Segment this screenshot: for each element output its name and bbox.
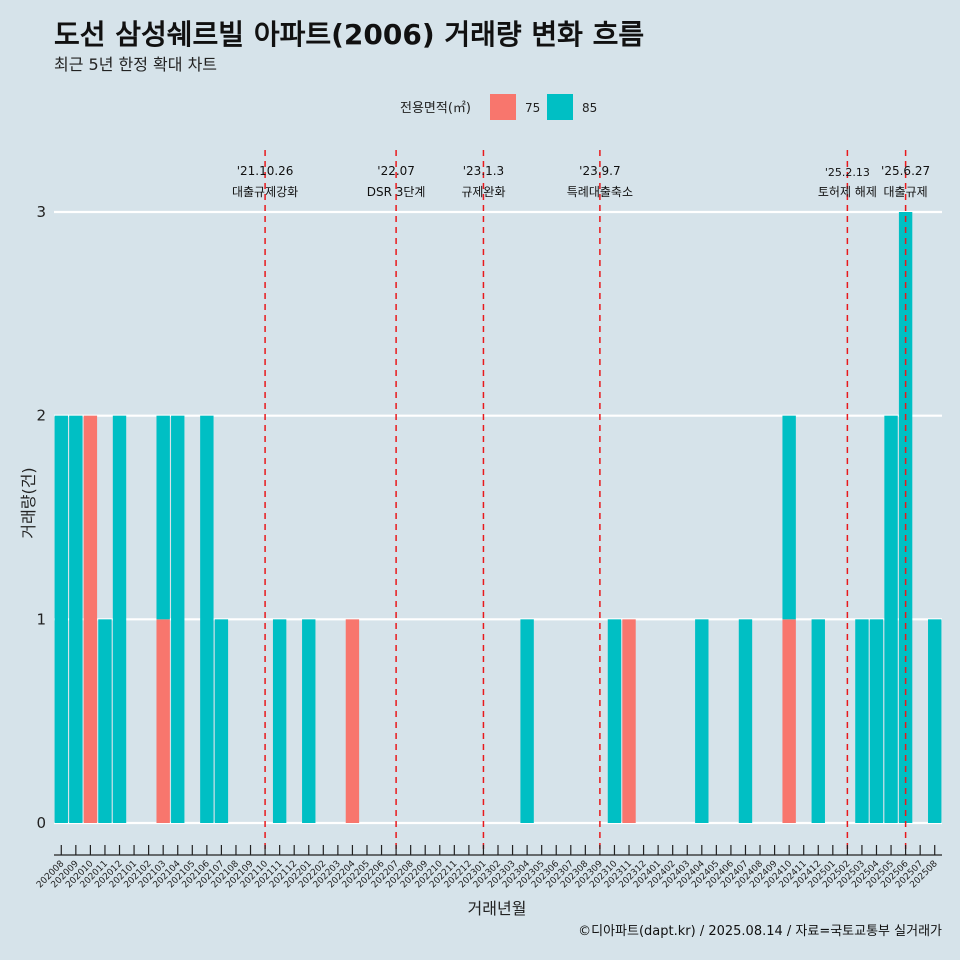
event-date: '22.07 (377, 164, 415, 178)
event-label: DSR 3단계 (367, 185, 426, 199)
bar-202103-85 (156, 415, 170, 620)
bar-202310-85 (607, 619, 622, 823)
event-date: '23.9.7 (579, 164, 620, 178)
bar-202505-85 (884, 415, 898, 823)
bar-202111-85 (272, 619, 287, 823)
bar-202503-85 (855, 619, 869, 823)
event-date: '23.1.3 (463, 164, 504, 178)
legend-swatch-75 (490, 94, 516, 120)
bars (54, 212, 942, 823)
bar-202410-85 (782, 415, 796, 620)
bar-202311-75 (622, 619, 636, 823)
bar-202204-75 (345, 619, 360, 823)
legend-label-85: 85 (582, 101, 597, 115)
y-tick-label: 3 (36, 203, 46, 221)
legend-swatch-85 (547, 94, 573, 120)
event-label: 규제완화 (461, 185, 505, 199)
bar-202201-85 (302, 619, 316, 823)
bar-202008-85 (54, 415, 68, 823)
event-label: 대출규제 (884, 185, 928, 199)
y-axis-label: 거래량(건) (19, 467, 38, 538)
axes: 2020082020092020102020112020122021012021… (35, 203, 942, 890)
event-date: '25.2.13 (825, 166, 870, 179)
x-axis-label: 거래년월 (468, 899, 527, 918)
grid-lines (54, 210, 942, 825)
bar-202011-85 (98, 619, 112, 823)
legend-label-75: 75 (525, 101, 540, 115)
caption: ©디아파트(dapt.kr) / 2025.08.14 / 자료=국토교통부 실… (578, 924, 942, 939)
legend: 전용면적(㎡) 75 85 (400, 94, 597, 120)
chart-title: 도선 삼성쉐르빌 아파트(2006) 거래량 변화 흐름 (54, 18, 644, 51)
chart-subtitle: 최근 5년 한정 확대 차트 (54, 55, 217, 74)
y-tick-label: 1 (36, 610, 46, 628)
bar-202410-75 (782, 619, 796, 823)
bar-202104-85 (171, 415, 185, 823)
bar-202407-85 (738, 619, 753, 823)
bar-202504-85 (869, 619, 884, 823)
bar-202107-85 (214, 619, 229, 823)
legend-title: 전용면적(㎡) (400, 101, 471, 116)
bar-202103-75 (156, 619, 170, 823)
event-label: 대출규제강화 (232, 185, 298, 199)
bar-202009-85 (69, 415, 83, 823)
event-date: '25.6.27 (881, 164, 930, 178)
bar-202412-85 (811, 619, 825, 823)
bar-202010-75 (83, 415, 98, 823)
bar-202106-85 (200, 415, 214, 823)
y-tick-label: 2 (36, 407, 46, 425)
event-label: 특례대출축소 (567, 185, 633, 199)
bar-202012-85 (112, 415, 127, 823)
y-tick-label: 0 (36, 814, 46, 832)
event-lines: '21.10.26 대출규제강화 '22.07 DSR 3단계 '23.1.3 규제완화 '… (232, 150, 930, 855)
bar-202508-85 (928, 619, 942, 823)
bar-202304-85 (520, 619, 534, 823)
event-label: 토허제 해제 (818, 185, 877, 199)
bar-202404-85 (695, 619, 709, 823)
event-date: '21.10.26 (237, 164, 294, 178)
